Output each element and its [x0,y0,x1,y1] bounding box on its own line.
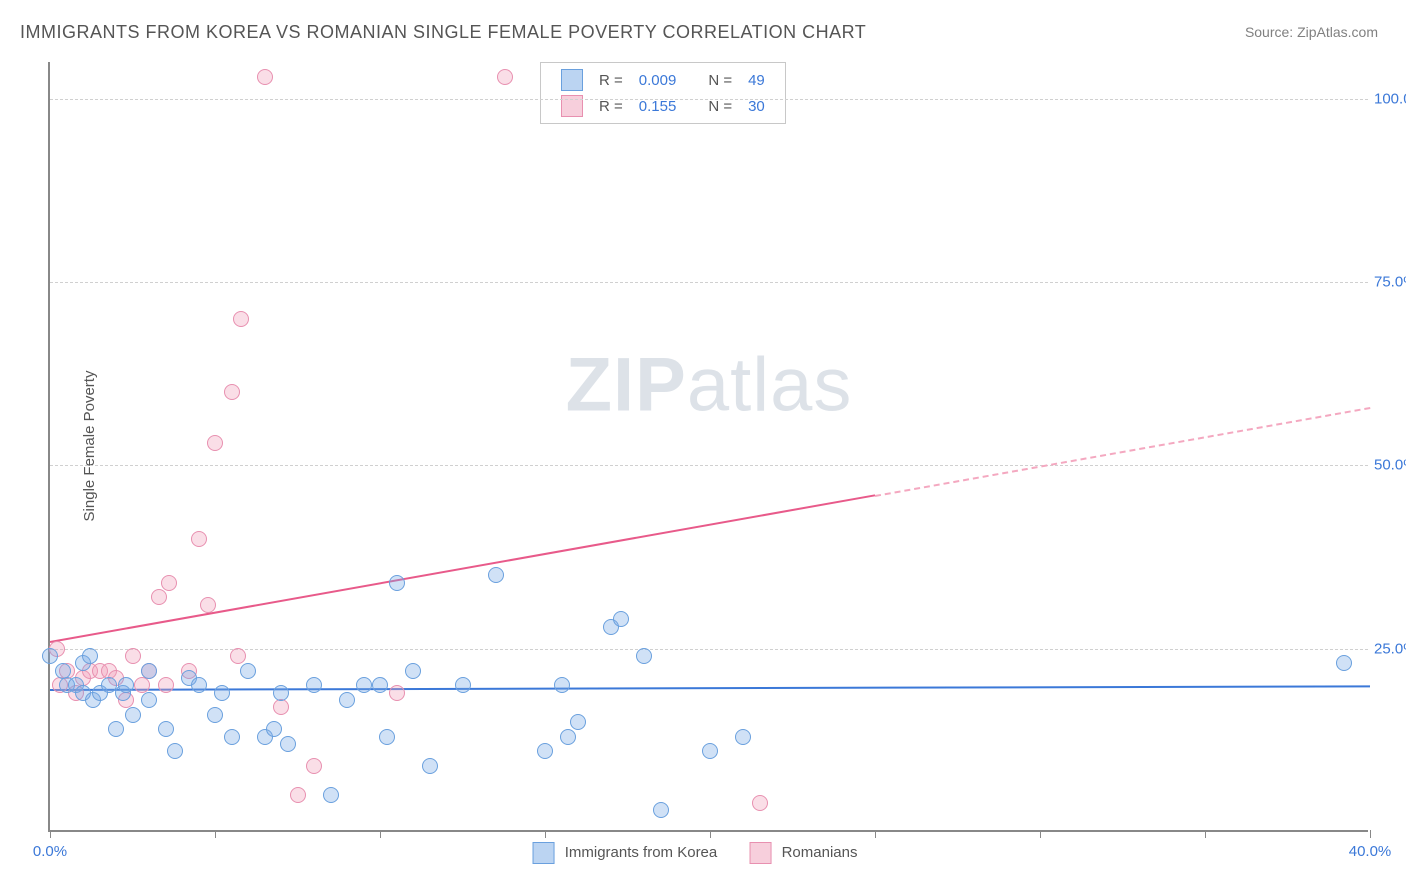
n-value-blue: 49 [740,67,773,93]
data-point-blue [735,729,751,745]
xtick-label: 40.0% [1349,843,1392,860]
xtick [545,830,546,838]
swatch-blue-icon [533,842,555,864]
data-point-blue [653,802,669,818]
ytick-label: 75.0% [1374,274,1406,291]
data-point-blue [214,685,230,701]
data-point-pink [389,685,405,701]
legend-row-blue: R = 0.009 N = 49 [553,67,773,93]
chart-container: IMMIGRANTS FROM KOREA VS ROMANIAN SINGLE… [0,0,1406,892]
data-point-blue [224,729,240,745]
xtick [710,830,711,838]
ytick-label: 50.0% [1374,457,1406,474]
data-point-blue [570,714,586,730]
data-point-blue [167,743,183,759]
data-point-pink [290,787,306,803]
data-point-blue [108,721,124,737]
r-value-pink: 0.155 [631,93,685,119]
data-point-pink [161,575,177,591]
data-point-pink [230,648,246,664]
data-point-blue [158,721,174,737]
xtick [50,830,51,838]
data-point-blue [389,575,405,591]
swatch-blue-icon [561,69,583,91]
ytick-label: 25.0% [1374,640,1406,657]
swatch-pink-icon [749,842,771,864]
data-point-pink [306,758,322,774]
data-point-blue [323,787,339,803]
xtick [380,830,381,838]
watermark: ZIPatlas [566,341,853,428]
xtick [1040,830,1041,838]
r-label: R = [591,67,631,93]
data-point-pink [125,648,141,664]
data-point-pink [158,677,174,693]
data-point-pink [257,69,273,85]
trend-line-blue [50,685,1370,691]
data-point-blue [356,677,372,693]
data-point-blue [82,648,98,664]
data-point-blue [537,743,553,759]
legend-item-blue: Immigrants from Korea [533,844,722,861]
data-point-blue [141,692,157,708]
data-point-pink [151,589,167,605]
data-point-blue [118,677,134,693]
data-point-blue [125,707,141,723]
source-attribution: Source: ZipAtlas.com [1245,24,1378,40]
gridline-h [50,465,1368,466]
data-point-pink [233,311,249,327]
gridline-h [50,649,1368,650]
plot-area: ZIPatlas R = 0.009 N = 49 R = 0.155 N = [48,62,1368,832]
gridline-h [50,282,1368,283]
data-point-pink [200,597,216,613]
n-value-pink: 30 [740,93,773,119]
data-point-pink [752,795,768,811]
data-point-blue [1336,655,1352,671]
data-point-pink [224,384,240,400]
xtick [1205,830,1206,838]
data-point-blue [266,721,282,737]
data-point-blue [554,677,570,693]
xtick-label: 0.0% [33,843,67,860]
data-point-blue [422,758,438,774]
data-point-blue [636,648,652,664]
legend-row-pink: R = 0.155 N = 30 [553,93,773,119]
data-point-blue [613,611,629,627]
r-value-blue: 0.009 [631,67,685,93]
data-point-blue [207,707,223,723]
data-point-blue [55,663,71,679]
data-point-blue [273,685,289,701]
data-point-blue [339,692,355,708]
ytick-label: 100.0% [1374,90,1406,107]
legend-series: Immigrants from Korea Romanians [533,842,886,864]
data-point-blue [560,729,576,745]
legend-item-pink: Romanians [749,844,857,861]
xtick [875,830,876,838]
data-point-blue [379,729,395,745]
data-point-blue [455,677,471,693]
data-point-pink [273,699,289,715]
data-point-blue [141,663,157,679]
data-point-pink [497,69,513,85]
xtick [1370,830,1371,838]
data-point-blue [306,677,322,693]
data-point-blue [372,677,388,693]
data-point-pink [191,531,207,547]
chart-title: IMMIGRANTS FROM KOREA VS ROMANIAN SINGLE… [20,22,866,43]
data-point-blue [488,567,504,583]
data-point-blue [280,736,296,752]
data-point-blue [240,663,256,679]
trend-line-pink [50,495,875,644]
trend-line-pink-extrapolated [875,407,1370,497]
gridline-h [50,99,1368,100]
data-point-blue [191,677,207,693]
data-point-pink [207,435,223,451]
legend-correlation-box: R = 0.009 N = 49 R = 0.155 N = 30 [540,62,786,124]
data-point-blue [702,743,718,759]
data-point-blue [42,648,58,664]
n-label: N = [700,67,740,93]
data-point-pink [134,677,150,693]
xtick [215,830,216,838]
data-point-blue [405,663,421,679]
